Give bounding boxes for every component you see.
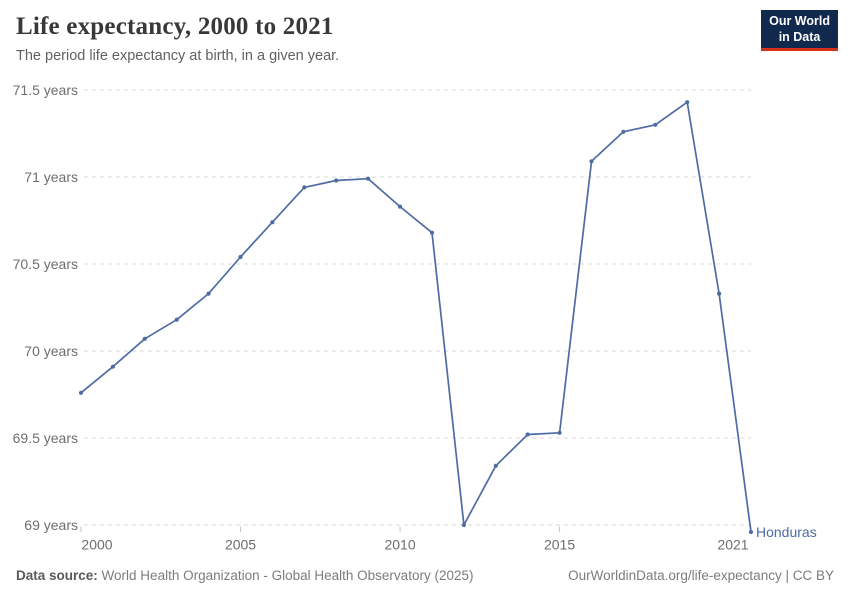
data-point[interactable]	[238, 254, 243, 260]
y-axis-label: 69 years	[24, 517, 78, 533]
page-title: Life expectancy, 2000 to 2021	[16, 13, 334, 40]
data-point[interactable]	[589, 159, 594, 164]
data-source-label: Data source:	[16, 568, 98, 583]
y-axis-label: 70 years	[24, 343, 78, 359]
x-axis-label: 2005	[225, 537, 256, 553]
owid-url-link[interactable]: OurWorldinData.org/life-expectancy	[568, 568, 782, 583]
data-point[interactable]	[142, 336, 147, 341]
data-source-note: Data source: World Health Organization -…	[16, 568, 473, 583]
y-axis-label: 71 years	[24, 169, 78, 185]
y-axis-label: 69.5 years	[13, 430, 78, 446]
data-point[interactable]	[429, 230, 435, 235]
data-point[interactable]	[748, 529, 754, 535]
footer-credit: OurWorldinData.org/life-expectancy | CC …	[568, 568, 834, 583]
data-point[interactable]	[493, 463, 498, 468]
data-point[interactable]	[334, 178, 339, 183]
x-axis-label: 2000	[81, 537, 112, 553]
data-point[interactable]	[206, 291, 211, 296]
data-point[interactable]	[621, 129, 626, 134]
data-point[interactable]	[557, 430, 562, 435]
entity-label-honduras[interactable]: Honduras	[756, 524, 817, 540]
data-point[interactable]	[397, 204, 403, 209]
data-point[interactable]	[78, 390, 84, 395]
data-point[interactable]	[525, 432, 530, 437]
x-axis-label: 2021	[717, 537, 748, 553]
data-point[interactable]	[174, 317, 179, 322]
data-point[interactable]	[461, 522, 466, 528]
data-source-value: World Health Organization - Global Healt…	[101, 568, 474, 583]
data-point[interactable]	[717, 291, 722, 296]
y-axis-label: 71.5 years	[13, 82, 78, 98]
footer-separator: |	[781, 568, 793, 583]
chart-footer: Data source: World Health Organization -…	[16, 568, 834, 583]
series-line-honduras[interactable]	[80, 101, 752, 533]
x-axis-label: 2015	[544, 537, 575, 553]
data-point[interactable]	[653, 122, 658, 127]
owid-logo[interactable]: Our World in Data	[761, 10, 838, 51]
data-point[interactable]	[110, 364, 115, 369]
data-point[interactable]	[366, 176, 371, 181]
x-axis-label: 2010	[384, 537, 415, 553]
data-point[interactable]	[270, 220, 275, 225]
owid-logo-line2: in Data	[778, 30, 821, 45]
data-point[interactable]	[685, 100, 690, 105]
page-subtitle: The period life expectancy at birth, in …	[16, 48, 340, 64]
y-axis-label: 70.5 years	[13, 256, 78, 272]
license-link[interactable]: CC BY	[792, 568, 834, 583]
owid-logo-line1: Our World	[769, 14, 830, 28]
data-point[interactable]	[302, 185, 307, 190]
